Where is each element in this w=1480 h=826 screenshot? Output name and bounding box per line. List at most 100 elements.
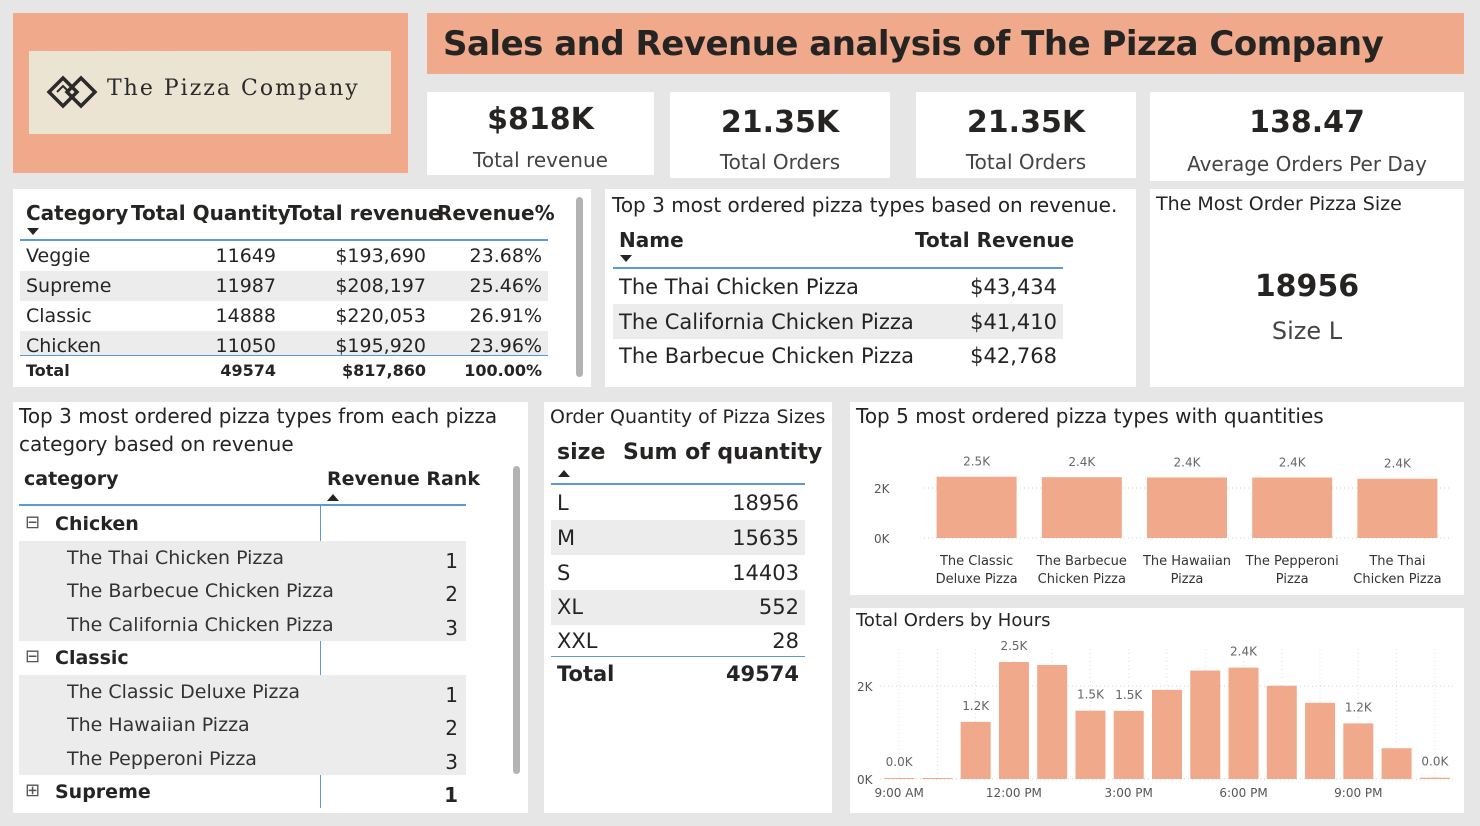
group-row[interactable]: ⊞ Supreme 1 (19, 775, 466, 809)
cell-quantity: 11987 (215, 275, 276, 297)
table-row[interactable]: The Thai Chicken Pizza $43,434 (613, 269, 1063, 304)
table-row[interactable]: The Classic Deluxe Pizza 1 (19, 674, 466, 708)
col-header-revenue-pct[interactable]: Revenue% (437, 201, 555, 225)
bar (1252, 477, 1333, 538)
table-row[interactable]: Veggie 11649 $193,690 23.68% (20, 241, 548, 271)
sort-desc-icon[interactable] (27, 228, 39, 235)
col-header-category[interactable]: category (24, 468, 119, 490)
col-header-total-quantity[interactable]: Total Quantity (131, 201, 291, 225)
table-row[interactable]: The California Chicken Pizza $41,410 (613, 304, 1063, 339)
card-title: Order Quantity of Pizza Sizes (550, 406, 826, 428)
data-label: 0.0K (1421, 755, 1449, 769)
cell-category: Supreme (26, 275, 112, 297)
size-quantity-table[interactable]: Order Quantity of Pizza Sizes size Sum o… (544, 402, 832, 813)
table-row[interactable]: XXL 28 (551, 625, 805, 656)
table-row[interactable]: M 15635 (551, 520, 805, 555)
collapse-icon[interactable]: ⊟ (25, 512, 41, 533)
table-row[interactable]: The California Chicken Pizza 3 (19, 607, 466, 641)
cell-revenue: $220,053 (335, 305, 426, 327)
x-tick-label: The Thai (1368, 554, 1425, 569)
category-rank-matrix[interactable]: Top 3 most ordered pizza types from each… (13, 402, 528, 813)
kpi-label: Average Orders Per Day (1187, 152, 1427, 176)
col-header-size[interactable]: size (557, 440, 606, 465)
table-row[interactable]: XL 552 (551, 590, 805, 625)
col-header-category[interactable]: Category (26, 201, 129, 225)
table-scrollbar[interactable] (576, 197, 583, 377)
kpi-label: Total Orders (965, 150, 1087, 174)
table-row[interactable]: Classic 14888 $220,053 26.91% (20, 301, 548, 331)
col-header-name[interactable]: Name (619, 228, 684, 252)
data-label: 2.4K (1279, 456, 1307, 470)
cell-name: The California Chicken Pizza (619, 310, 914, 334)
expand-icon[interactable]: ⊞ (25, 780, 41, 801)
cell-size: S (557, 561, 571, 585)
pizza-name: The Hawaiian Pizza (67, 714, 250, 736)
table-row[interactable]: The Pepperoni Pizza 3 (19, 741, 466, 775)
cell-pct: 26.91% (469, 305, 542, 327)
pizza-name: The Thai Chicken Pizza (67, 546, 285, 569)
bar (936, 476, 1017, 538)
cell-quantity: 11050 (215, 335, 276, 355)
x-tick-label: Pizza (1276, 572, 1309, 587)
col-header-revenue-rank[interactable]: Revenue Rank (327, 468, 480, 490)
bar (884, 778, 915, 779)
cell-size: M (557, 526, 576, 550)
table-row[interactable]: The Hawaiian Pizza 2 (19, 708, 466, 742)
table-row[interactable]: The Barbecue Chicken Pizza 2 (19, 574, 466, 608)
title-bar: Sales and Revenue analysis of The Pizza … (427, 13, 1464, 74)
data-label: 2.4K (1230, 645, 1258, 659)
table-row[interactable]: L 18956 (551, 485, 805, 520)
bar (922, 778, 953, 779)
table-row[interactable]: Chicken 11050 $195,920 23.96% (20, 331, 548, 355)
sort-asc-icon[interactable] (558, 470, 570, 477)
x-tick-label: Chicken Pizza (1353, 572, 1441, 587)
data-label: 2.5K (1000, 639, 1028, 653)
col-header-sum-quantity[interactable]: Sum of quantity (623, 440, 823, 465)
cell-quantity: 14888 (215, 305, 276, 327)
x-tick-label: 9:00 PM (1334, 786, 1382, 800)
table-row[interactable]: S 14403 (551, 555, 805, 590)
column-divider (320, 506, 321, 808)
most-ordered-size-card: The Most Order Pizza Size 18956 Size L (1150, 189, 1464, 387)
bar (1305, 702, 1336, 779)
col-header-total-revenue[interactable]: Total Revenue (915, 228, 1075, 252)
cell-quantity: 11649 (215, 245, 276, 267)
cell-name: The Thai Chicken Pizza (619, 275, 859, 299)
bar (1228, 667, 1259, 779)
data-label: 2.4K (1068, 455, 1096, 469)
sort-asc-icon[interactable] (327, 494, 339, 501)
bar (998, 662, 1029, 779)
cell-size: L (557, 491, 569, 515)
table-row[interactable]: The Barbecue Chicken Pizza $42,768 (613, 339, 1063, 374)
bar (960, 721, 991, 779)
top5-quantity-chart-card: Top 5 most ordered pizza types with quan… (850, 402, 1464, 595)
group-row[interactable]: ⊟ Classic (19, 641, 466, 675)
matrix-scrollbar[interactable] (513, 466, 520, 774)
interlocked-diamond-logo-icon (46, 75, 98, 109)
bar (1041, 477, 1122, 538)
header-divider (19, 504, 466, 506)
pizza-name: The California Chicken Pizza (67, 613, 334, 636)
data-label: 1.5K (1115, 688, 1143, 702)
category-revenue-table[interactable]: Category Total Quantity Total revenue Re… (13, 189, 591, 387)
top3-revenue-table[interactable]: Top 3 most ordered pizza types based on … (605, 189, 1136, 387)
group-row[interactable]: ⊟ Chicken (19, 507, 466, 541)
x-tick-label: 12:00 PM (986, 786, 1042, 800)
total-label: Total (557, 662, 615, 686)
cell-qty: 14403 (732, 561, 799, 585)
table-row[interactable]: The Thai Chicken Pizza 1 (19, 540, 466, 574)
page-title: Sales and Revenue analysis of The Pizza … (443, 24, 1384, 64)
header-divider (613, 267, 1063, 269)
sort-desc-icon[interactable] (620, 255, 632, 262)
group-label: Classic (55, 647, 129, 669)
y-tick-label: 2K (874, 482, 891, 496)
bar (1266, 685, 1297, 779)
col-header-total-revenue[interactable]: Total revenue (288, 201, 442, 225)
size-label: Size L (1271, 317, 1343, 345)
cell-category: Chicken (26, 335, 102, 355)
cell-category: Classic (26, 305, 92, 327)
table-row[interactable]: Supreme 11987 $208,197 25.46% (20, 271, 548, 301)
y-tick-label: 0K (874, 532, 891, 546)
cell-revenue: $193,690 (335, 245, 426, 267)
collapse-icon[interactable]: ⊟ (25, 646, 41, 667)
